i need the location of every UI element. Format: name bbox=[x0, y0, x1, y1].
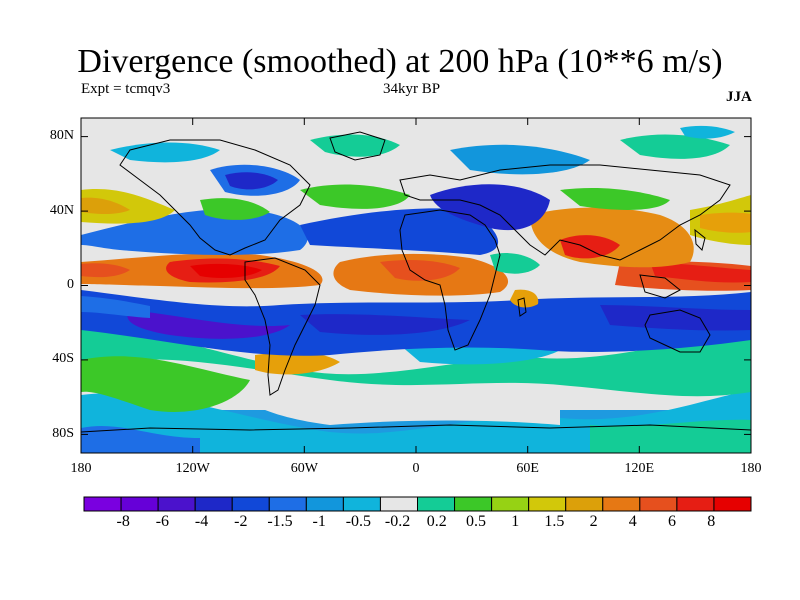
lon-label-180e: 180 bbox=[740, 461, 762, 476]
lat-label-eq: 0 bbox=[67, 277, 74, 292]
field-patch bbox=[490, 253, 540, 274]
axis-ticks bbox=[80, 118, 752, 453]
field-patch bbox=[560, 235, 620, 259]
field-patch bbox=[225, 172, 278, 190]
field-patch bbox=[81, 320, 751, 397]
field-patch bbox=[620, 134, 730, 159]
colorbar-label: 1 bbox=[511, 513, 520, 530]
australia-outline bbox=[644, 309, 711, 353]
north-america-outline bbox=[119, 139, 311, 256]
colorbar-box bbox=[602, 496, 641, 512]
colorbar-label: 0.2 bbox=[426, 513, 447, 530]
colorbar-box bbox=[268, 496, 307, 512]
field-patch bbox=[81, 263, 130, 278]
field-patch bbox=[255, 351, 340, 375]
colorbar-box bbox=[676, 496, 715, 512]
colorbar-label: -2 bbox=[234, 513, 248, 530]
colorbar-label: -4 bbox=[194, 513, 209, 530]
colorbar-label: -0.2 bbox=[384, 513, 411, 530]
maritime-continent-outline bbox=[639, 274, 681, 299]
colorbar bbox=[83, 496, 752, 512]
lat-label-80s: 80S bbox=[52, 426, 74, 441]
field-patch bbox=[110, 142, 220, 163]
africa-outline bbox=[399, 209, 501, 351]
colorbar-box bbox=[491, 496, 530, 512]
colorbar-label: 2 bbox=[589, 513, 598, 530]
field-patch bbox=[200, 198, 270, 220]
colorbar-box bbox=[379, 496, 419, 512]
colorbar-label: -6 bbox=[155, 513, 170, 530]
field-patch bbox=[81, 356, 250, 412]
japan-outline bbox=[694, 228, 706, 251]
eurasia-outline bbox=[399, 164, 731, 261]
colorbar-box bbox=[157, 496, 196, 512]
colorbar-box bbox=[565, 496, 604, 512]
field-patch bbox=[240, 395, 560, 425]
field-patch bbox=[81, 390, 751, 453]
field-patch bbox=[81, 425, 200, 453]
colorbar-box bbox=[639, 496, 678, 512]
field-patch bbox=[300, 314, 470, 335]
colorbar-box bbox=[342, 496, 381, 512]
field-patch bbox=[81, 209, 308, 255]
colorbar-box bbox=[417, 496, 456, 512]
lon-label-60e: 60E bbox=[516, 461, 539, 476]
colorbar-box bbox=[231, 496, 270, 512]
lon-label-60w: 60W bbox=[290, 461, 318, 476]
south-america-outline bbox=[244, 257, 321, 396]
season-label: JJA bbox=[726, 89, 752, 105]
field-patch bbox=[450, 144, 590, 175]
coastlines bbox=[81, 131, 751, 433]
lat-label-40s: 40S bbox=[52, 351, 74, 366]
lat-label-40n: 40N bbox=[49, 203, 74, 218]
colorbar-label: 1.5 bbox=[544, 513, 565, 530]
colorbar-box bbox=[194, 496, 233, 512]
colorbar-label: -1.5 bbox=[267, 513, 293, 530]
field-patch bbox=[650, 262, 751, 283]
colorbar-box bbox=[454, 496, 493, 512]
divergence-field bbox=[81, 118, 751, 453]
field-patch bbox=[190, 263, 262, 278]
field-patch bbox=[300, 184, 410, 209]
colorbar-label: -8 bbox=[116, 513, 130, 530]
antarctica-outline bbox=[81, 424, 751, 433]
field-patch bbox=[81, 197, 130, 214]
field-patch bbox=[127, 310, 290, 339]
field-patch bbox=[430, 184, 550, 231]
lon-label-0: 0 bbox=[412, 461, 420, 476]
map-title: Divergence (smoothed) at 200 hPa (10**6 … bbox=[77, 43, 723, 80]
field-patch bbox=[560, 188, 670, 210]
experiment-label: Expt = tcmqv3 bbox=[81, 81, 171, 97]
colorbar-box bbox=[83, 496, 122, 512]
colorbar-box bbox=[713, 496, 752, 512]
lon-label-180w: 180 bbox=[70, 461, 92, 476]
colorbar-box bbox=[305, 496, 344, 512]
colorbar-label: -0.5 bbox=[345, 513, 372, 530]
madagascar-outline bbox=[517, 297, 527, 317]
field-patch bbox=[300, 208, 499, 255]
greenland-outline bbox=[329, 131, 386, 161]
field-patch bbox=[310, 134, 400, 157]
field-patch bbox=[680, 125, 735, 139]
colorbar-boxes bbox=[83, 496, 752, 512]
colorbar-label: 0.5 bbox=[466, 513, 486, 530]
lon-label-120e: 120E bbox=[624, 461, 655, 476]
lon-label-120w: 120W bbox=[175, 461, 210, 476]
colorbar-label: -1 bbox=[312, 513, 326, 530]
colorbar-label: 4 bbox=[628, 513, 637, 530]
colorbar-label: 6 bbox=[668, 513, 676, 530]
field-patch bbox=[81, 189, 175, 224]
period-label: 34kyr BP bbox=[383, 81, 441, 97]
colorbar-label: 8 bbox=[707, 513, 716, 530]
colorbar-box bbox=[528, 496, 567, 512]
field-patch bbox=[380, 260, 460, 281]
colorbar-box bbox=[120, 496, 159, 512]
field-patch bbox=[81, 296, 150, 318]
field-patch bbox=[700, 212, 751, 233]
field-patch bbox=[600, 305, 751, 331]
lat-label-80n: 80N bbox=[49, 128, 74, 143]
